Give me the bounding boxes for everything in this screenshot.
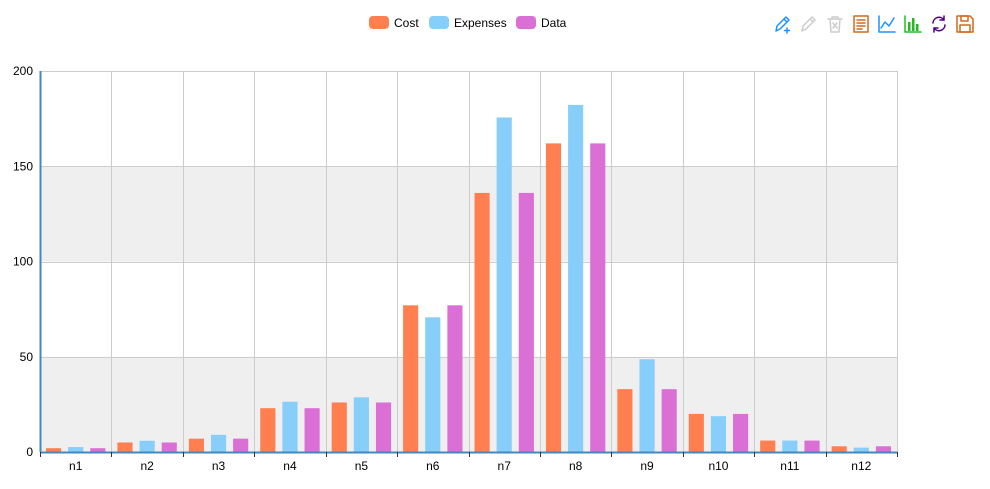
icon-path xyxy=(783,27,791,34)
icon-path xyxy=(853,15,869,33)
line-chart-icon[interactable] xyxy=(878,15,896,33)
bar-cost-n9 xyxy=(617,389,633,452)
split-area-band xyxy=(40,166,897,262)
y-tick-label: 200 xyxy=(13,64,33,78)
x-axis-ticks: n1 n2 n3 n4 n5 n6 n7 n8 n9 n10 n11 n12 xyxy=(40,452,898,473)
x-tick-label: n6 xyxy=(426,459,440,473)
legend-swatch xyxy=(369,16,389,29)
bar-data-n7 xyxy=(518,192,534,453)
x-tick-label: n9 xyxy=(640,459,654,473)
bar-expenses-n12 xyxy=(853,447,869,452)
x-tick-label: n2 xyxy=(140,459,154,473)
bar-cost-n2 xyxy=(117,442,133,452)
legend-swatch xyxy=(429,16,449,29)
icon-bar xyxy=(912,18,915,31)
bar-data-n5 xyxy=(375,402,392,452)
legend-label: Data xyxy=(541,16,567,30)
split-area-band xyxy=(40,71,897,167)
bar-cost-n7 xyxy=(474,192,490,453)
x-tick-label: n4 xyxy=(283,459,297,473)
bar-cost-n5 xyxy=(331,402,347,452)
bar-cost-n1 xyxy=(46,448,62,452)
bar-cost-n3 xyxy=(188,438,204,452)
plot-background xyxy=(40,71,897,452)
icon-path xyxy=(801,16,816,32)
bar-data-n11 xyxy=(804,440,820,452)
x-tick-label: n5 xyxy=(355,459,369,473)
bar-expenses-n8 xyxy=(568,104,584,452)
x-tick-label: n1 xyxy=(69,459,83,473)
y-tick-label: 150 xyxy=(13,159,33,173)
bar-data-n8 xyxy=(590,143,606,452)
bar-cost-n11 xyxy=(760,440,776,452)
bar-chart-icon[interactable] xyxy=(904,15,922,33)
bar-expenses-n5 xyxy=(353,397,369,452)
bar-data-n3 xyxy=(233,438,249,452)
x-tick-label: n10 xyxy=(708,459,728,473)
bar-cost-n12 xyxy=(831,446,847,452)
toolbox[interactable] xyxy=(775,15,974,34)
split-area-band xyxy=(40,356,897,452)
bar-cost-n8 xyxy=(545,143,562,452)
y-tick-label: 50 xyxy=(20,350,34,364)
icon-path xyxy=(904,15,922,33)
y-tick-label: 100 xyxy=(13,255,33,269)
icon-bar xyxy=(916,24,919,31)
legend-label: Expenses xyxy=(454,16,507,30)
bar-expenses-n9 xyxy=(639,359,655,452)
bar-cost-n10 xyxy=(688,413,704,452)
clear-icon[interactable] xyxy=(827,16,843,33)
bar-data-n12 xyxy=(875,446,891,452)
x-tick-label: n7 xyxy=(498,459,512,473)
bar-expenses-n3 xyxy=(210,434,227,452)
y-axis-ticks: 0 50 100 150 200 xyxy=(13,64,33,459)
bar-cost-n6 xyxy=(403,305,419,452)
icon-path xyxy=(856,19,866,30)
bar-data-n10 xyxy=(733,413,749,452)
icon-path xyxy=(932,16,946,32)
data-zoom-icon[interactable] xyxy=(775,16,791,34)
bar-expenses-n2 xyxy=(139,440,155,452)
icon-path xyxy=(880,17,895,29)
bars xyxy=(46,104,891,453)
legend-label: Cost xyxy=(394,16,419,30)
bar-data-n6 xyxy=(447,305,463,452)
icon-path xyxy=(960,15,969,22)
split-area-band xyxy=(40,261,897,357)
legend[interactable]: Cost Expenses Data xyxy=(369,16,567,30)
bar-data-n4 xyxy=(304,408,320,452)
bar-expenses-n6 xyxy=(425,317,441,452)
data-view-icon[interactable] xyxy=(853,15,869,33)
icon-path xyxy=(775,16,790,32)
icon-path xyxy=(878,15,896,33)
legend-item-expenses[interactable]: Expenses xyxy=(429,16,507,30)
legend-item-cost[interactable]: Cost xyxy=(369,16,419,30)
x-tick-label: n12 xyxy=(851,459,871,473)
bar-cost-n4 xyxy=(260,408,276,452)
x-tick-label: n3 xyxy=(212,459,226,473)
x-tick-label: n8 xyxy=(569,459,583,473)
icon-path xyxy=(933,15,945,33)
bar-expenses-n10 xyxy=(710,416,727,452)
save-image-icon[interactable] xyxy=(956,15,974,33)
bar-expenses-n1 xyxy=(68,447,84,452)
x-tick-label: n11 xyxy=(780,459,799,473)
y-tick-label: 0 xyxy=(26,445,33,459)
icon-bar xyxy=(908,22,911,31)
bar-data-n1 xyxy=(90,448,106,452)
bar-expenses-n11 xyxy=(782,440,798,452)
bar-expenses-n7 xyxy=(496,117,512,453)
zoom-reset-icon[interactable] xyxy=(801,16,816,32)
restore-icon[interactable] xyxy=(932,15,946,33)
icon-path xyxy=(827,16,843,33)
legend-item-data[interactable]: Data xyxy=(516,16,567,30)
legend-swatch xyxy=(516,16,536,29)
bar-expenses-n4 xyxy=(282,401,298,452)
bar-data-n2 xyxy=(161,442,177,452)
icon-path xyxy=(959,24,971,33)
bar-data-n9 xyxy=(661,389,677,452)
